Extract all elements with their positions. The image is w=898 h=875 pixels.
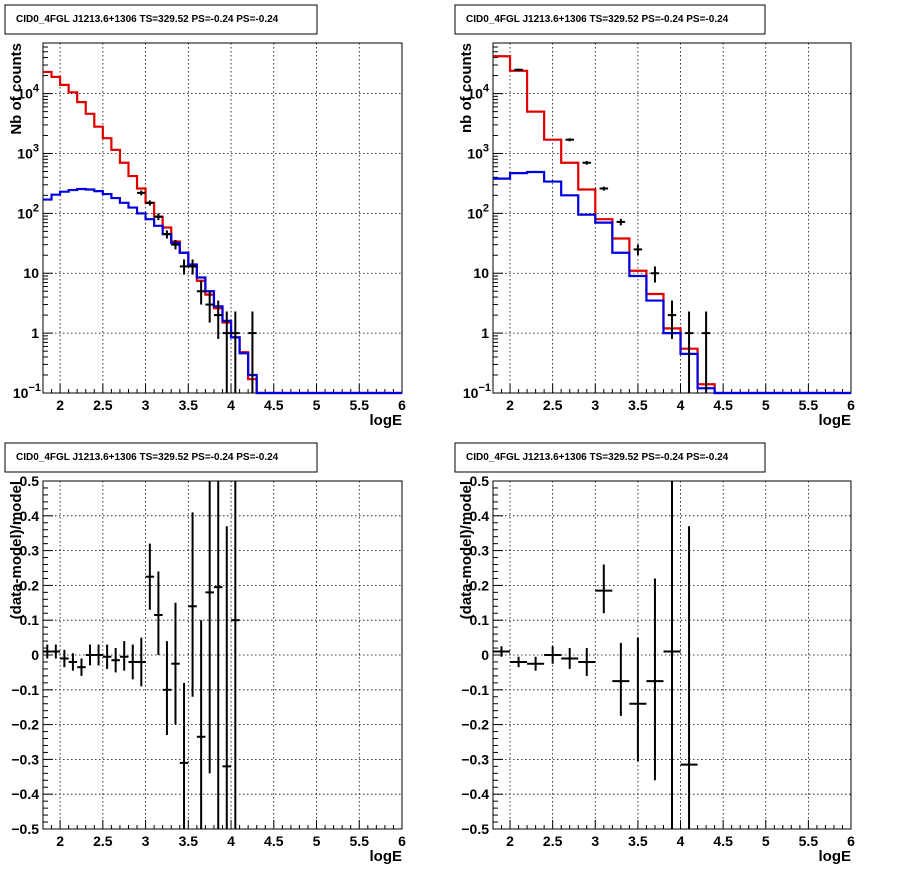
x-tick-label: 3.5 xyxy=(179,833,199,849)
y-tick-label: 0.4 xyxy=(20,508,40,524)
x-tick-label: 5 xyxy=(762,397,770,413)
x-tick-label: 6 xyxy=(847,833,855,849)
y-tick-label: 0 xyxy=(481,647,489,663)
plot-frame xyxy=(492,42,852,394)
x-tick-label: 2 xyxy=(56,833,64,849)
x-tick-label: 2.5 xyxy=(93,833,113,849)
y-tick-label: 0.5 xyxy=(20,473,40,489)
y-tick-label: 104 xyxy=(467,83,490,102)
x-tick-label: 6 xyxy=(847,397,855,413)
y-tick-label: 1 xyxy=(31,325,39,341)
x-tick-label: 5 xyxy=(313,833,321,849)
x-tick-label: 4.5 xyxy=(713,833,733,849)
y-tick-label: 0.2 xyxy=(470,577,490,593)
y-tick-label: 0.2 xyxy=(20,577,40,593)
x-axis-label: logE xyxy=(370,848,403,865)
y-tick-label: 0.4 xyxy=(470,508,490,524)
chart-title-box xyxy=(4,4,318,35)
x-tick-label: 4 xyxy=(677,833,685,849)
x-tick-label: 4.5 xyxy=(713,397,733,413)
y-tick-label: −0.1 xyxy=(11,682,39,698)
chart-title: CID0_4FGL J1213.6+1306 TS=329.52 PS=-0.2… xyxy=(16,14,279,25)
chart-title: CID0_4FGL J1213.6+1306 TS=329.52 PS=-0.2… xyxy=(466,452,729,463)
y-tick-label: 102 xyxy=(467,202,489,221)
y-axis-label: Nb of counts xyxy=(8,43,25,135)
x-tick-label: 3.5 xyxy=(628,833,648,849)
x-axis-label: logE xyxy=(370,412,403,429)
y-tick-label: −0.4 xyxy=(11,786,39,802)
y-tick-label: −0.1 xyxy=(461,682,489,698)
y-tick-label: 0.1 xyxy=(470,612,490,628)
y-tick-label: −0.2 xyxy=(461,717,489,733)
x-tick-label: 4.5 xyxy=(264,833,284,849)
x-tick-label: 3 xyxy=(591,397,599,413)
x-tick-label: 5.5 xyxy=(799,397,819,413)
x-tick-label: 3 xyxy=(591,833,599,849)
x-axis-label: logE xyxy=(819,412,852,429)
y-axis-label: nb of counts xyxy=(458,43,475,133)
chart-title-box xyxy=(454,442,766,473)
y-tick-label: −0.2 xyxy=(11,717,39,733)
chart-title-box xyxy=(454,4,766,35)
histogram-series-1 xyxy=(493,170,851,395)
x-tick-label: 2 xyxy=(506,397,514,413)
x-tick-label: 4 xyxy=(227,397,235,413)
y-tick-label: −0.3 xyxy=(461,751,489,767)
x-tick-label: 3.5 xyxy=(179,397,199,413)
x-tick-label: 2 xyxy=(56,397,64,413)
y-tick-label: −0.4 xyxy=(461,786,489,802)
y-tick-label: −0.3 xyxy=(11,751,39,767)
y-tick-label: 102 xyxy=(17,202,39,221)
x-tick-label: 3.5 xyxy=(628,397,648,413)
y-tick-label: 104 xyxy=(17,83,40,102)
chart-title-box xyxy=(4,442,318,473)
chart-panel-bottom-left: CID0_4FGL J1213.6+1306 TS=329.52 PS=-0.2… xyxy=(4,442,406,865)
x-tick-label: 4 xyxy=(227,833,235,849)
chart-panel-bottom-right: CID0_4FGL J1213.6+1306 TS=329.52 PS=-0.2… xyxy=(454,442,855,865)
x-tick-label: 2 xyxy=(506,833,514,849)
x-tick-label: 5.5 xyxy=(350,833,370,849)
y-tick-label: 0.3 xyxy=(470,543,490,559)
x-tick-label: 5 xyxy=(313,397,321,413)
x-tick-label: 4 xyxy=(677,397,685,413)
chart-title: CID0_4FGL J1213.6+1306 TS=329.52 PS=-0.2… xyxy=(466,14,729,25)
x-axis-label: logE xyxy=(819,848,852,865)
histogram-series-0 xyxy=(493,55,851,395)
x-tick-label: 2.5 xyxy=(543,397,563,413)
x-tick-label: 3 xyxy=(142,833,150,849)
histogram-series-1 xyxy=(43,187,402,395)
y-tick-label: 10 xyxy=(23,265,39,281)
y-tick-label: 0.3 xyxy=(20,543,40,559)
chart-title: CID0_4FGL J1213.6+1306 TS=329.52 PS=-0.2… xyxy=(16,452,279,463)
y-tick-label: 103 xyxy=(467,142,489,161)
y-axis-label: (data-model)/model xyxy=(8,481,25,619)
y-axis-label: (data-model)/model xyxy=(458,481,475,619)
x-tick-label: 5 xyxy=(762,833,770,849)
y-tick-label: 1 xyxy=(481,325,489,341)
y-tick-label: −0.5 xyxy=(11,821,39,837)
x-tick-label: 2.5 xyxy=(543,833,563,849)
chart-panel-top-left: CID0_4FGL J1213.6+1306 TS=329.52 PS=-0.2… xyxy=(4,4,406,429)
x-tick-label: 4.5 xyxy=(264,397,284,413)
histogram-series-0 xyxy=(43,70,402,395)
y-tick-label: 10−1 xyxy=(13,382,41,401)
x-tick-label: 6 xyxy=(398,833,406,849)
y-tick-label: 0.1 xyxy=(20,612,40,628)
x-tick-label: 5.5 xyxy=(350,397,370,413)
chart-panel-top-right: CID0_4FGL J1213.6+1306 TS=329.52 PS=-0.2… xyxy=(454,4,855,429)
x-tick-label: 3 xyxy=(142,397,150,413)
x-tick-label: 2.5 xyxy=(93,397,113,413)
y-tick-label: 0 xyxy=(31,647,39,663)
plot-frame xyxy=(42,42,403,394)
x-tick-label: 6 xyxy=(398,397,406,413)
y-tick-label: 103 xyxy=(17,142,39,161)
y-tick-label: 10−1 xyxy=(463,382,491,401)
y-tick-label: 10 xyxy=(473,265,489,281)
y-tick-label: −0.5 xyxy=(461,821,489,837)
x-tick-label: 5.5 xyxy=(799,833,819,849)
y-tick-label: 0.5 xyxy=(470,473,490,489)
